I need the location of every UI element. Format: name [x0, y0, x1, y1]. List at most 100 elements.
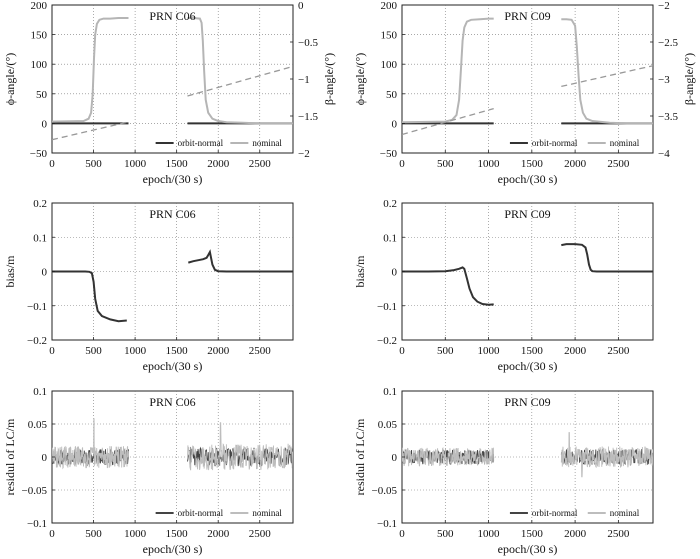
x-axis-label: epoch/(30 s) — [143, 172, 203, 186]
y-tick-label: 0 — [42, 118, 48, 130]
legend: orbit-normal nominal — [509, 138, 640, 148]
x-tick-label: 1500 — [166, 528, 189, 540]
panel-title: PRN C09 — [504, 395, 550, 409]
x-tick-label: 2000 — [207, 345, 230, 357]
x-tick-label: 2000 — [207, 528, 230, 540]
data-lines — [52, 249, 293, 323]
x-tick-label: 2000 — [564, 345, 587, 357]
y-tick-label: −50 — [30, 148, 48, 160]
y-right-tick-label: −2.5 — [658, 37, 678, 49]
x-tick-label: 500 — [437, 158, 454, 170]
y-tick-label: −0.2 — [27, 335, 47, 347]
y-axis-right-label: β-angle/(°) — [682, 53, 696, 105]
legend-label-nominal: nominal — [610, 138, 640, 148]
data-lines — [52, 418, 293, 471]
y-tick-label: −0.1 — [377, 518, 397, 530]
series-nominal-line — [187, 422, 293, 471]
y-tick-label: 200 — [31, 0, 48, 12]
tick-labels: 0 500 1000 1500 2000 2500−50050100150200−4−3.… — [380, 0, 679, 170]
legend-label-nominal: nominal — [252, 138, 282, 148]
y-axis-label: ϕ-angle/(°) — [353, 53, 367, 105]
panel-residual-c09: 0 500 1000 1500 2000 2500 −0.1 −0.05 0 0.05 0.1 PR… — [353, 386, 654, 556]
series-bias-line — [561, 243, 653, 273]
x-tick-label: 2000 — [564, 158, 587, 170]
legend-label-orbit-normal: orbit-normal — [532, 508, 578, 518]
y-tick-label: 100 — [381, 59, 398, 71]
panel-title: PRN C09 — [504, 207, 550, 221]
y-right-tick-label: −2 — [658, 0, 670, 12]
y-tick-label: 0.05 — [378, 419, 398, 431]
x-axis-label: epoch/(30 s) — [143, 542, 203, 556]
y-axis-right-label: β-angle/(°) — [322, 53, 336, 105]
y-right-tick-label: −4 — [658, 148, 670, 160]
x-tick-label: 1000 — [478, 528, 501, 540]
series-bias-line — [402, 266, 494, 306]
y-tick-label: 0 — [392, 452, 398, 464]
series-nominal-line — [402, 17, 494, 124]
x-tick-label: 500 — [85, 345, 102, 357]
series-bias-line — [52, 270, 127, 323]
y-axis-label: residul of LC/m — [3, 418, 17, 495]
y-tick-label: −0.05 — [372, 485, 398, 497]
legend: orbit-normal nominal — [155, 508, 282, 518]
grid — [402, 5, 653, 153]
x-tick-label: 1000 — [478, 158, 501, 170]
x-tick-label: 500 — [437, 528, 454, 540]
x-axis-label: epoch/(30 s) — [498, 542, 558, 556]
y-right-tick-label: −2 — [298, 148, 310, 160]
y-tick-label: 150 — [381, 30, 398, 42]
x-tick-label: 2500 — [607, 158, 630, 170]
y-tick-label: 0 — [392, 267, 398, 279]
panel-title: PRN C06 — [149, 9, 195, 23]
x-tick-label: 1000 — [124, 528, 147, 540]
x-tick-label: 1500 — [521, 528, 544, 540]
y-tick-label: 150 — [31, 30, 48, 42]
x-tick-label: 2500 — [249, 528, 272, 540]
series-nominal-line — [561, 18, 653, 125]
y-tick-label: −0.05 — [22, 485, 48, 497]
x-tick-label: 0 — [49, 345, 55, 357]
x-axis-label: epoch/(30 s) — [498, 172, 558, 186]
y-tick-label: 0 — [392, 118, 398, 130]
series--angle-line — [52, 121, 129, 141]
y-axis-label: bias/m — [353, 255, 367, 288]
y-right-tick-label: −1.5 — [298, 111, 318, 123]
plot-frame — [51, 4, 294, 154]
tick-labels: 0 500 1000 1500 2000 2500 −0.1 −0.05 0 0.05 0.1 — [22, 386, 272, 540]
legend-label-orbit-normal: orbit-normal — [178, 138, 224, 148]
x-tick-label: 0 — [49, 528, 55, 540]
data-lines — [402, 17, 653, 136]
series-nominal-line — [52, 418, 129, 470]
legend: orbit-normal nominal — [155, 138, 282, 148]
series-nominal-line — [187, 17, 293, 125]
y-tick-label: −0.1 — [27, 518, 47, 530]
y-tick-label: 0.1 — [33, 386, 47, 398]
y-right-tick-label: −3 — [658, 74, 670, 86]
x-tick-label: 1500 — [521, 158, 544, 170]
x-tick-label: 2000 — [564, 528, 587, 540]
series--angle-line — [561, 65, 653, 88]
y-axis-label: bias/m — [3, 255, 17, 288]
x-tick-label: 500 — [85, 528, 102, 540]
x-axis-label: epoch/(30 s) — [143, 359, 203, 373]
y-right-tick-label: −1 — [298, 74, 310, 86]
x-tick-label: 1000 — [124, 345, 147, 357]
legend-label-nominal: nominal — [610, 508, 640, 518]
y-right-tick-label: −0.5 — [298, 37, 318, 49]
x-tick-label: 1500 — [521, 345, 544, 357]
panel-title: PRN C06 — [149, 207, 195, 221]
x-tick-label: 0 — [399, 345, 405, 357]
data-lines — [402, 243, 653, 306]
tick-labels: 0 500 1000 1500 2000 2500−50050100150200−2−1.… — [30, 0, 319, 170]
y-tick-label: 0 — [42, 452, 48, 464]
y-tick-label: −0.2 — [377, 335, 397, 347]
x-tick-label: 0 — [49, 158, 55, 170]
series-nominal-line — [402, 447, 495, 467]
panel-title: PRN C06 — [149, 395, 195, 409]
y-axis-label: residul of LC/m — [353, 418, 367, 495]
legend: orbit-normal nominal — [509, 508, 640, 518]
tick-labels: 0 500 1000 1500 2000 2500 −0.2 −0.1 0 0.1 0.2 — [27, 198, 271, 357]
y-tick-label: 50 — [386, 89, 398, 101]
y-tick-label: 0 — [42, 267, 48, 279]
